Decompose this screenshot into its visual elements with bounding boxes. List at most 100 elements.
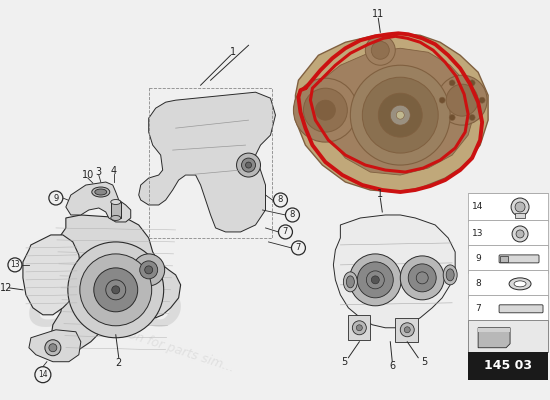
Circle shape	[8, 258, 22, 272]
Circle shape	[304, 88, 348, 132]
Circle shape	[45, 340, 61, 356]
Circle shape	[516, 230, 524, 238]
Polygon shape	[348, 315, 370, 340]
Text: 3: 3	[96, 167, 102, 177]
Circle shape	[479, 97, 485, 103]
Text: 7: 7	[283, 228, 288, 236]
Text: euro: euro	[27, 280, 184, 339]
Text: 8: 8	[290, 210, 295, 220]
Circle shape	[140, 261, 158, 279]
Text: 6: 6	[389, 361, 395, 371]
Circle shape	[404, 327, 410, 333]
Text: 7: 7	[296, 244, 301, 252]
Ellipse shape	[346, 276, 354, 288]
Text: 11: 11	[372, 9, 384, 19]
Circle shape	[236, 153, 261, 177]
Polygon shape	[478, 328, 510, 332]
Polygon shape	[395, 318, 418, 342]
Circle shape	[512, 226, 528, 242]
FancyBboxPatch shape	[499, 255, 539, 263]
Ellipse shape	[509, 278, 531, 290]
Text: 12: 12	[0, 283, 12, 293]
Circle shape	[449, 80, 455, 86]
Circle shape	[112, 286, 120, 294]
Circle shape	[449, 114, 455, 120]
Polygon shape	[333, 215, 455, 328]
Text: 2: 2	[116, 358, 122, 368]
Circle shape	[365, 35, 395, 65]
Circle shape	[437, 75, 487, 125]
FancyBboxPatch shape	[500, 256, 508, 262]
Circle shape	[396, 111, 404, 119]
FancyBboxPatch shape	[515, 213, 525, 218]
Circle shape	[439, 97, 445, 103]
Circle shape	[356, 325, 362, 331]
Circle shape	[362, 77, 438, 153]
Ellipse shape	[95, 189, 107, 195]
FancyBboxPatch shape	[468, 220, 548, 248]
Polygon shape	[66, 182, 131, 222]
Polygon shape	[478, 328, 510, 348]
FancyBboxPatch shape	[468, 352, 548, 380]
Text: 145 03: 145 03	[484, 359, 532, 372]
Polygon shape	[139, 92, 276, 232]
Text: 5: 5	[341, 357, 348, 367]
Circle shape	[273, 193, 288, 207]
Ellipse shape	[443, 265, 457, 285]
Text: 14: 14	[472, 202, 484, 212]
Ellipse shape	[92, 187, 110, 197]
Polygon shape	[29, 330, 81, 362]
Circle shape	[400, 256, 444, 300]
Ellipse shape	[343, 272, 358, 292]
Circle shape	[68, 242, 164, 338]
Circle shape	[469, 114, 475, 120]
Polygon shape	[295, 33, 488, 192]
Circle shape	[349, 254, 402, 306]
FancyBboxPatch shape	[468, 193, 548, 221]
Circle shape	[133, 254, 164, 286]
Ellipse shape	[514, 281, 526, 287]
Circle shape	[49, 191, 63, 205]
Polygon shape	[23, 235, 81, 315]
FancyBboxPatch shape	[468, 295, 548, 323]
FancyBboxPatch shape	[468, 320, 548, 352]
Circle shape	[371, 276, 379, 284]
Polygon shape	[111, 202, 121, 218]
Ellipse shape	[446, 269, 454, 281]
Text: 14: 14	[38, 370, 48, 379]
Circle shape	[446, 84, 478, 116]
Circle shape	[94, 268, 138, 312]
Circle shape	[358, 262, 393, 298]
Circle shape	[511, 198, 529, 216]
Circle shape	[390, 105, 410, 125]
Text: 1: 1	[377, 189, 383, 199]
Circle shape	[241, 158, 256, 172]
Text: 8: 8	[278, 196, 283, 204]
Circle shape	[294, 78, 358, 142]
Circle shape	[408, 264, 436, 292]
Text: 5: 5	[421, 357, 427, 367]
Text: 8: 8	[475, 279, 481, 288]
Text: 4: 4	[111, 166, 117, 176]
Circle shape	[49, 344, 57, 352]
Circle shape	[371, 41, 389, 59]
Circle shape	[35, 367, 51, 383]
Circle shape	[350, 65, 450, 165]
Ellipse shape	[111, 200, 121, 204]
Polygon shape	[51, 215, 180, 352]
Text: 13: 13	[472, 230, 484, 238]
Circle shape	[366, 271, 384, 289]
Circle shape	[145, 266, 153, 274]
Circle shape	[469, 80, 475, 86]
Text: 1: 1	[229, 47, 235, 57]
Circle shape	[416, 272, 428, 284]
Text: 7: 7	[475, 304, 481, 313]
Circle shape	[400, 323, 414, 337]
Circle shape	[315, 100, 336, 120]
Circle shape	[278, 225, 293, 239]
Text: a passion for parts sim...: a passion for parts sim...	[85, 315, 236, 375]
FancyBboxPatch shape	[468, 270, 548, 298]
Ellipse shape	[111, 216, 121, 220]
FancyBboxPatch shape	[499, 305, 543, 313]
Circle shape	[285, 208, 299, 222]
